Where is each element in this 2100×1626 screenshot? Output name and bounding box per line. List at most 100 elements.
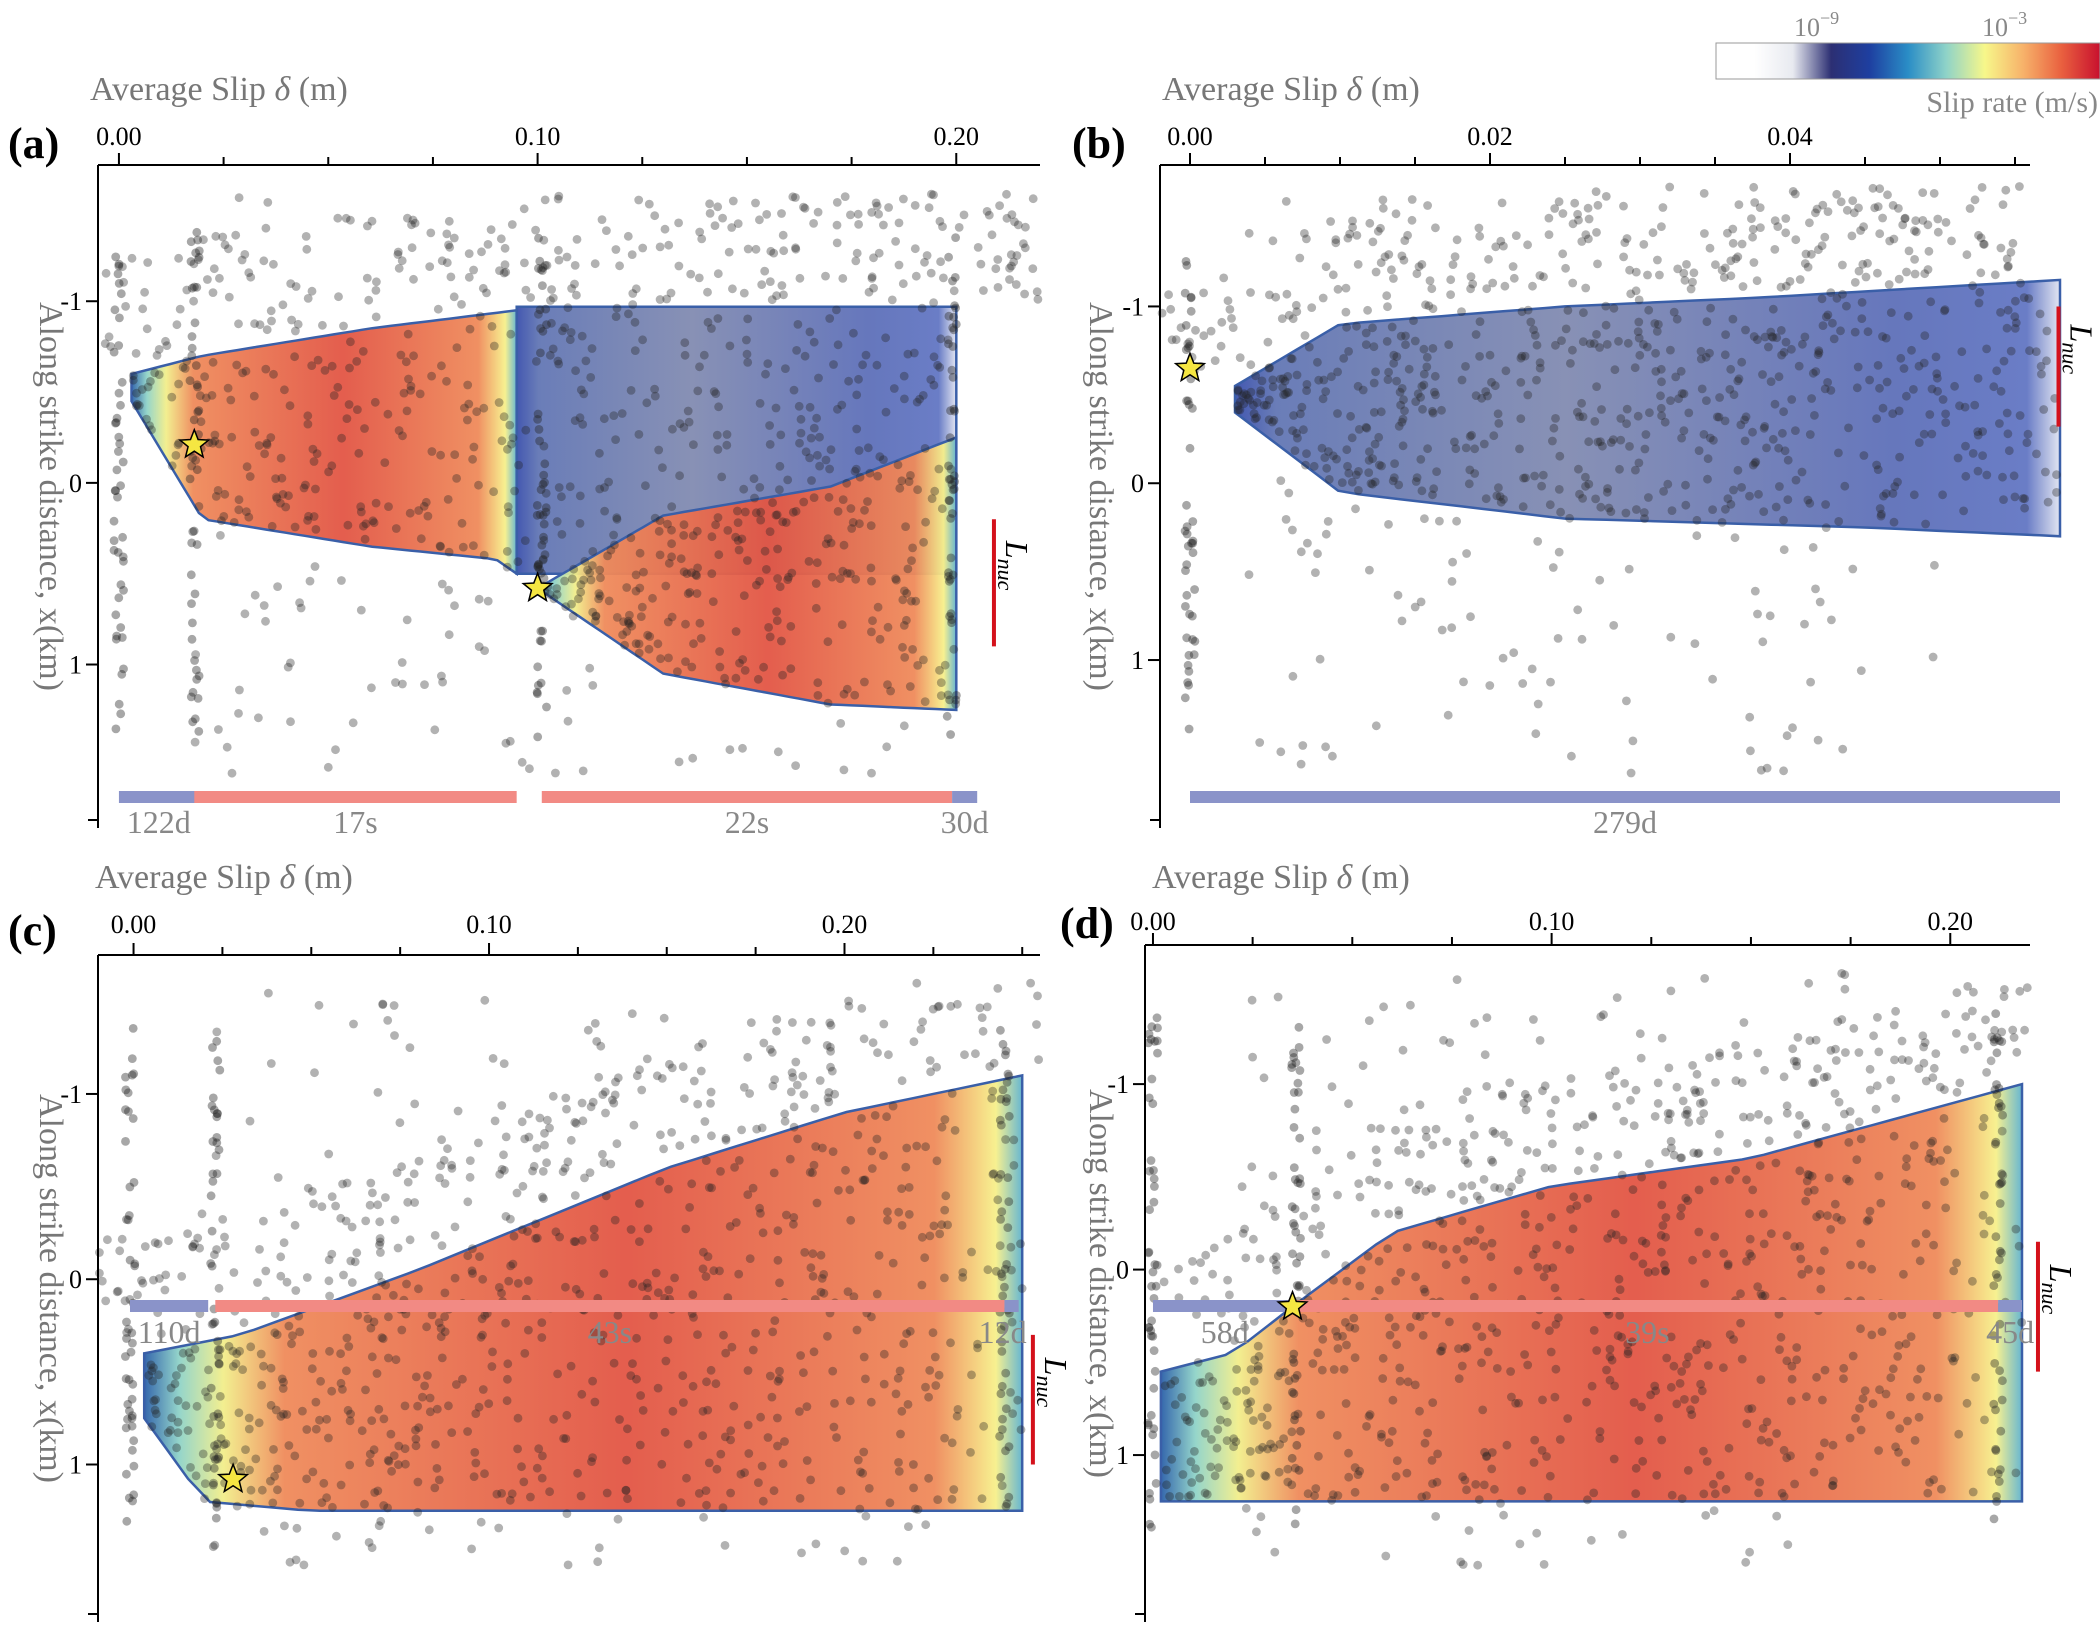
event-point — [1430, 371, 1440, 381]
event-point — [800, 1248, 810, 1257]
event-point — [538, 554, 548, 564]
event-point — [111, 610, 121, 620]
event-point — [1281, 515, 1291, 524]
event-point — [363, 221, 372, 231]
event-point — [1904, 1056, 1913, 1065]
event-point — [206, 1383, 216, 1393]
event-point — [151, 1395, 160, 1404]
event-point — [775, 461, 785, 471]
event-point — [638, 335, 647, 345]
event-point — [1696, 1116, 1705, 1126]
event-point — [649, 1310, 658, 1320]
event-point — [1317, 1365, 1327, 1375]
event-point — [751, 244, 761, 254]
event-point — [1183, 339, 1193, 349]
event-point — [595, 565, 605, 575]
phase-duration-label: 122d — [127, 804, 191, 840]
event-point — [1554, 485, 1564, 494]
hypocenter-star — [178, 427, 211, 459]
event-point — [200, 372, 210, 381]
event-point — [1546, 1109, 1556, 1118]
event-point — [1166, 1379, 1176, 1389]
event-point — [810, 1104, 820, 1113]
event-point — [1447, 577, 1457, 586]
event-point — [722, 430, 732, 439]
event-point — [1247, 1162, 1257, 1172]
event-point — [1924, 246, 1934, 256]
event-point — [1182, 500, 1191, 510]
event-point — [1753, 609, 1762, 619]
event-point — [128, 1024, 138, 1033]
event-point — [1490, 1183, 1499, 1192]
event-point — [374, 1271, 384, 1281]
event-point — [1689, 268, 1699, 278]
event-point — [1900, 214, 1910, 224]
event-point — [926, 268, 936, 278]
event-point — [901, 1162, 911, 1172]
event-point — [951, 695, 961, 705]
event-point — [1423, 1428, 1432, 1438]
event-point — [888, 1258, 898, 1268]
event-point — [1856, 226, 1865, 235]
event-point — [1634, 317, 1644, 327]
event-point — [368, 1188, 377, 1198]
event-point — [534, 233, 543, 243]
event-point — [307, 361, 317, 370]
event-point — [947, 615, 957, 625]
event-point — [361, 1385, 370, 1395]
event-point — [1737, 1078, 1747, 1088]
event-point — [860, 505, 869, 515]
event-point — [1760, 332, 1770, 342]
event-point — [540, 195, 550, 205]
event-point — [1993, 1273, 2002, 1282]
event-point — [1346, 1150, 1356, 1160]
event-point — [1538, 1086, 1547, 1096]
event-point — [756, 515, 766, 525]
event-point — [1741, 325, 1750, 335]
event-point — [1816, 1284, 1826, 1294]
event-point — [809, 219, 818, 228]
event-point — [1985, 1216, 1995, 1226]
hypocenter-star — [521, 571, 554, 603]
event-point — [929, 380, 939, 390]
event-point — [928, 1004, 938, 1014]
event-point — [1923, 220, 1933, 230]
event-point — [891, 574, 900, 583]
event-point — [345, 363, 354, 373]
event-point — [1820, 1246, 1829, 1256]
event-point — [111, 634, 121, 644]
event-point — [95, 1248, 104, 1257]
event-point — [1752, 276, 1762, 286]
event-point — [1770, 245, 1780, 254]
event-point — [189, 415, 199, 425]
event-point — [1548, 436, 1557, 446]
event-point — [787, 1068, 797, 1077]
x-tick-label: 0.20 — [1928, 907, 1974, 936]
event-point — [1554, 197, 1564, 207]
event-point — [1311, 1187, 1321, 1196]
event-point — [483, 596, 493, 606]
event-point — [1164, 290, 1173, 300]
panel-letter: (b) — [1072, 119, 1126, 168]
event-point — [1001, 1135, 1010, 1144]
event-point — [1470, 469, 1480, 478]
event-point — [471, 1458, 481, 1468]
event-point — [1658, 1221, 1668, 1230]
event-point — [1854, 1117, 1864, 1127]
event-point — [383, 1455, 393, 1465]
event-point — [994, 1173, 1003, 1183]
event-point — [941, 1191, 951, 1201]
event-point — [660, 224, 670, 234]
event-point — [467, 1266, 477, 1276]
event-point — [149, 1363, 158, 1372]
event-point — [1186, 292, 1196, 302]
event-point — [1910, 1436, 1920, 1445]
event-point — [242, 507, 251, 516]
event-point — [1468, 279, 1478, 289]
event-point — [1950, 1168, 1960, 1178]
panel-letter: (c) — [8, 906, 57, 955]
event-point — [1907, 345, 1916, 355]
event-point — [1409, 316, 1418, 325]
event-point — [772, 1015, 782, 1024]
event-point — [1832, 293, 1842, 303]
